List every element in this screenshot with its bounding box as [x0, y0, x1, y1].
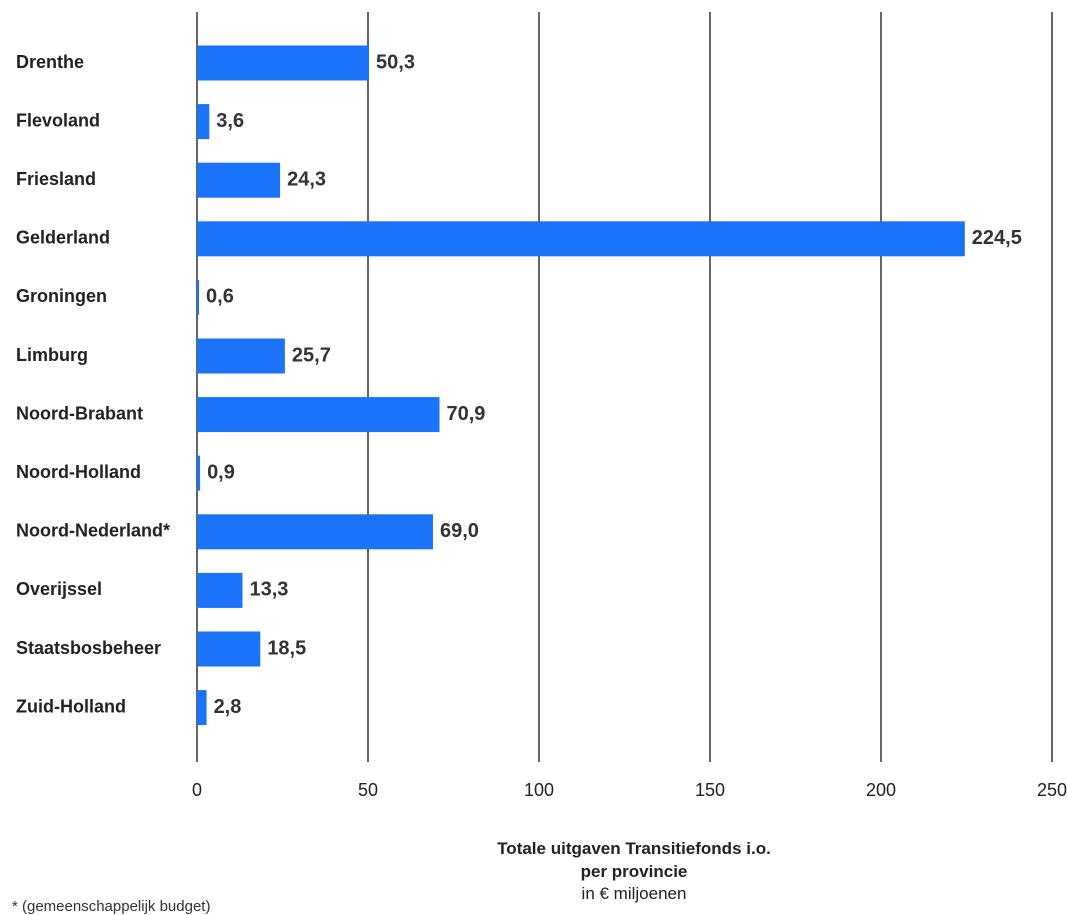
x-tick-label: 150: [695, 780, 725, 800]
category-label: Noord-Nederland*: [16, 521, 170, 541]
footnote: * (gemeenschappelijk budget): [12, 898, 211, 915]
value-label: 13,3: [249, 579, 288, 601]
value-label: 0,9: [207, 461, 235, 483]
category-label: Limburg: [16, 345, 88, 365]
x-axis-title: Totale uitgaven Transitiefonds i.o.: [497, 839, 771, 858]
category-label: Gelderland: [16, 228, 110, 248]
value-label: 224,5: [972, 227, 1022, 249]
value-labels: 50,3 3,6 24,3 224,5 0,6 25,7 70,9 0,9 69,0 13,3 18…: [206, 51, 1022, 718]
x-axis-unit: in € miljoenen: [581, 884, 687, 903]
bar: [197, 397, 440, 433]
value-label: 3,6: [216, 110, 244, 132]
category-label: Groningen: [16, 286, 107, 306]
bar: [197, 690, 207, 726]
x-tick-label: 100: [524, 780, 554, 800]
category-label: Zuid-Holland: [16, 696, 126, 716]
bar: [197, 455, 201, 491]
x-axis-title-line-2: per provincie: [580, 862, 688, 881]
category-label: Noord-Holland: [16, 462, 141, 482]
bar: [197, 572, 243, 608]
category-label: Overijssel: [16, 579, 102, 599]
bar: [197, 631, 261, 667]
bar: [197, 514, 433, 550]
bar: [197, 279, 200, 315]
category-label: Staatsbosbeheer: [16, 638, 161, 658]
bar: [197, 338, 285, 374]
category-label: Drenthe: [16, 52, 84, 72]
x-tick-label: 0: [192, 780, 202, 800]
value-label: 25,7: [292, 344, 331, 366]
category-label: Friesland: [16, 169, 96, 189]
bar: [197, 104, 210, 140]
gridlines: [196, 12, 1053, 762]
bar: [197, 162, 281, 198]
value-label: 0,6: [206, 286, 234, 308]
category-label: Noord-Brabant: [16, 403, 143, 423]
value-label: 50,3: [376, 51, 415, 73]
value-label: 70,9: [446, 403, 485, 425]
x-axis-tick-labels: 0 50 100 150 200 250: [192, 780, 1067, 800]
category-label: Flevoland: [16, 110, 100, 130]
x-tick-label: 50: [358, 780, 378, 800]
x-tick-label: 200: [866, 780, 896, 800]
value-label: 24,3: [287, 168, 326, 190]
x-tick-label: 250: [1037, 780, 1067, 800]
value-label: 69,0: [440, 520, 479, 542]
bars: [197, 45, 965, 726]
category-labels: Drenthe Flevoland Friesland Gelderland Groni…: [16, 52, 170, 717]
bar: [197, 221, 965, 257]
bar: [197, 45, 370, 81]
value-label: 2,8: [214, 696, 242, 718]
value-label: 18,5: [267, 637, 306, 659]
